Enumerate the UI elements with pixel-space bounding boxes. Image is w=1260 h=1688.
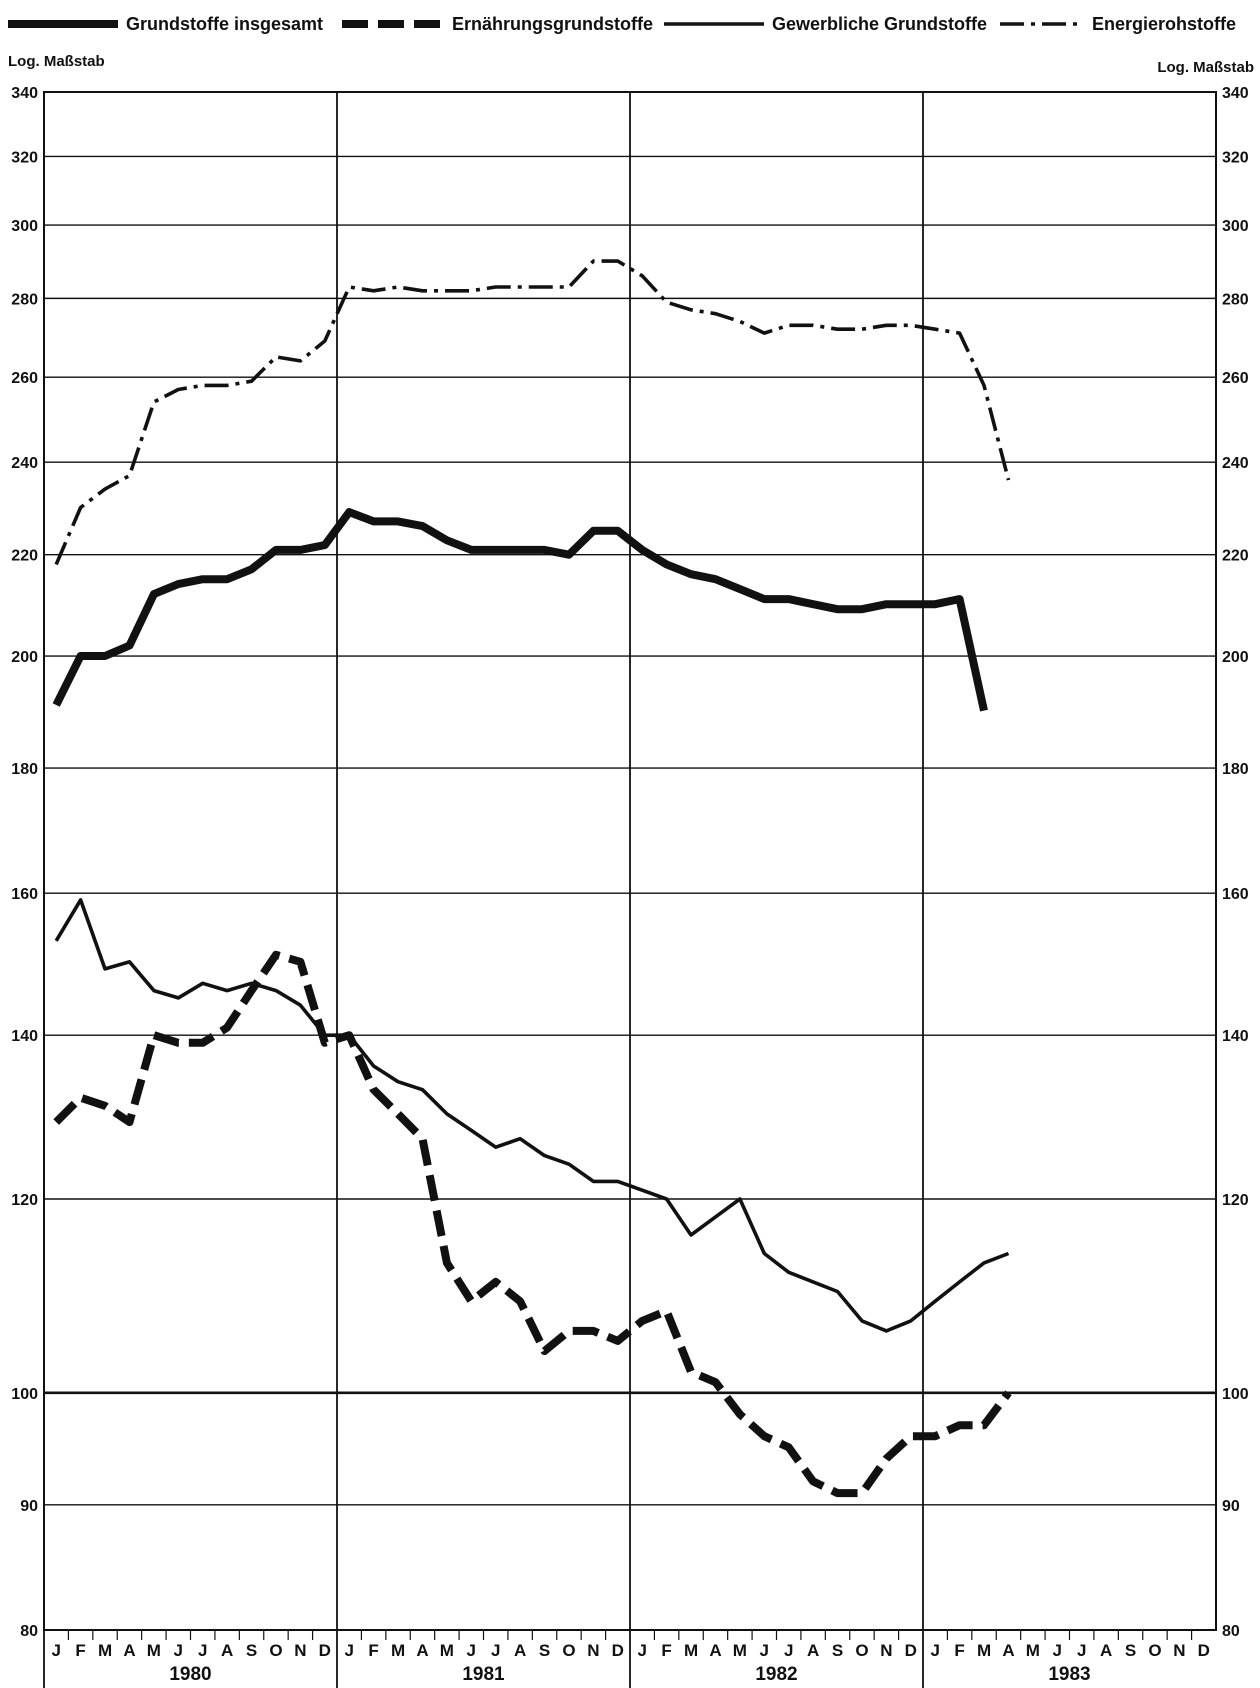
series-line-1	[52, 508, 988, 712]
series-line-4	[54, 259, 1011, 566]
y-tick-label-left: 120	[11, 1192, 38, 1209]
month-label: N	[294, 1641, 306, 1660]
y-tick-label-left: 280	[11, 291, 38, 308]
y-tick-label-right: 260	[1222, 370, 1249, 387]
month-label: N	[1173, 1641, 1185, 1660]
month-label: F	[75, 1641, 85, 1660]
y-tick-label-right: 160	[1222, 886, 1249, 903]
legend-label-1: Grundstoffe insgesamt	[126, 14, 323, 34]
month-label: M	[977, 1641, 991, 1660]
month-label: S	[539, 1641, 550, 1660]
y-tick-label-right: 120	[1222, 1192, 1249, 1209]
y-tick-label-left: 300	[11, 218, 38, 235]
y-tick-label-right: 100	[1222, 1386, 1249, 1403]
month-label: D	[612, 1641, 624, 1660]
month-label: M	[440, 1641, 454, 1660]
month-label: F	[954, 1641, 964, 1660]
year-label: 1983	[1048, 1664, 1090, 1685]
month-label: J	[467, 1641, 476, 1660]
month-label: M	[684, 1641, 698, 1660]
month-label: J	[491, 1641, 500, 1660]
month-label: A	[709, 1641, 721, 1660]
legend-label-3: Gewerbliche Grundstoffe	[772, 14, 987, 34]
grid-lines	[43, 91, 1217, 1688]
y-tick-label-left: 140	[11, 1028, 38, 1045]
month-label: S	[832, 1641, 843, 1660]
month-label: J	[637, 1641, 646, 1660]
month-label: A	[807, 1641, 819, 1660]
month-label: A	[416, 1641, 428, 1660]
series-line-2	[53, 950, 1012, 1498]
month-label: A	[514, 1641, 526, 1660]
y-tick-label-left: 240	[11, 455, 38, 472]
y-tick-label-right: 80	[1222, 1623, 1240, 1640]
y-tick-label-left: 220	[11, 548, 38, 565]
scale-label-right: Log. Maßstab	[1157, 59, 1254, 76]
y-tick-label-right: 340	[1222, 85, 1249, 102]
month-label: F	[661, 1641, 671, 1660]
month-label: M	[98, 1641, 112, 1660]
y-tick-label-left: 260	[11, 370, 38, 387]
scale-label-left: Log. Maßstab	[8, 53, 105, 70]
legend: Grundstoffe insgesamt Ernährungsgrundstof…	[8, 14, 1236, 34]
y-tick-label-right: 90	[1222, 1498, 1240, 1515]
month-label: A	[1002, 1641, 1014, 1660]
month-label: N	[587, 1641, 599, 1660]
month-label: J	[51, 1641, 60, 1660]
legend-label-2: Ernährungsgrundstoffe	[452, 14, 653, 34]
y-tick-label-right: 240	[1222, 455, 1249, 472]
month-label: J	[174, 1641, 183, 1660]
month-label: J	[1077, 1641, 1086, 1660]
month-label: F	[368, 1641, 378, 1660]
month-label: J	[930, 1641, 939, 1660]
y-tick-label-left: 320	[11, 149, 38, 166]
y-tick-label-right: 300	[1222, 218, 1249, 235]
year-label: 1981	[462, 1664, 505, 1685]
month-label: J	[344, 1641, 353, 1660]
month-label: M	[391, 1641, 405, 1660]
month-label: M	[147, 1641, 161, 1660]
month-label: O	[562, 1641, 575, 1660]
month-label: S	[1125, 1641, 1136, 1660]
y-tick-label-right: 200	[1222, 649, 1249, 666]
month-label: J	[1053, 1641, 1062, 1660]
month-label: O	[1148, 1641, 1161, 1660]
month-label: S	[246, 1641, 257, 1660]
month-label: D	[905, 1641, 917, 1660]
month-label: J	[760, 1641, 769, 1660]
month-label: J	[784, 1641, 793, 1660]
year-label: 1980	[169, 1664, 211, 1685]
y-tick-label-right: 220	[1222, 548, 1249, 565]
month-label: O	[269, 1641, 282, 1660]
month-label: M	[1026, 1641, 1040, 1660]
y-tick-label-left: 80	[20, 1623, 38, 1640]
y-tick-label-left: 340	[11, 85, 38, 102]
month-label: N	[880, 1641, 892, 1660]
legend-label-4: Energierohstoffe	[1092, 14, 1236, 34]
month-label: A	[221, 1641, 233, 1660]
y-tick-label-right: 320	[1222, 149, 1249, 166]
y-tick-label-right: 280	[1222, 291, 1249, 308]
y-axes: 80 80 90 90 100 100 120 120 140 140 160 160 180 180 20…	[8, 53, 1254, 1640]
month-label: M	[733, 1641, 747, 1660]
month-label: J	[198, 1641, 207, 1660]
y-tick-label-left: 160	[11, 886, 38, 903]
series-line-3	[54, 898, 1010, 1333]
y-tick-label-left: 100	[11, 1386, 38, 1403]
year-label: 1982	[755, 1664, 797, 1685]
y-tick-label-left: 90	[20, 1498, 38, 1515]
month-label: A	[1100, 1641, 1112, 1660]
y-tick-label-right: 180	[1222, 761, 1249, 778]
series-lines	[52, 259, 1012, 1498]
y-tick-label-left: 180	[11, 761, 38, 778]
month-label: O	[855, 1641, 868, 1660]
month-label: D	[319, 1641, 331, 1660]
y-tick-label-right: 140	[1222, 1028, 1249, 1045]
month-label: D	[1198, 1641, 1210, 1660]
month-label: A	[123, 1641, 135, 1660]
y-tick-label-left: 200	[11, 649, 38, 666]
